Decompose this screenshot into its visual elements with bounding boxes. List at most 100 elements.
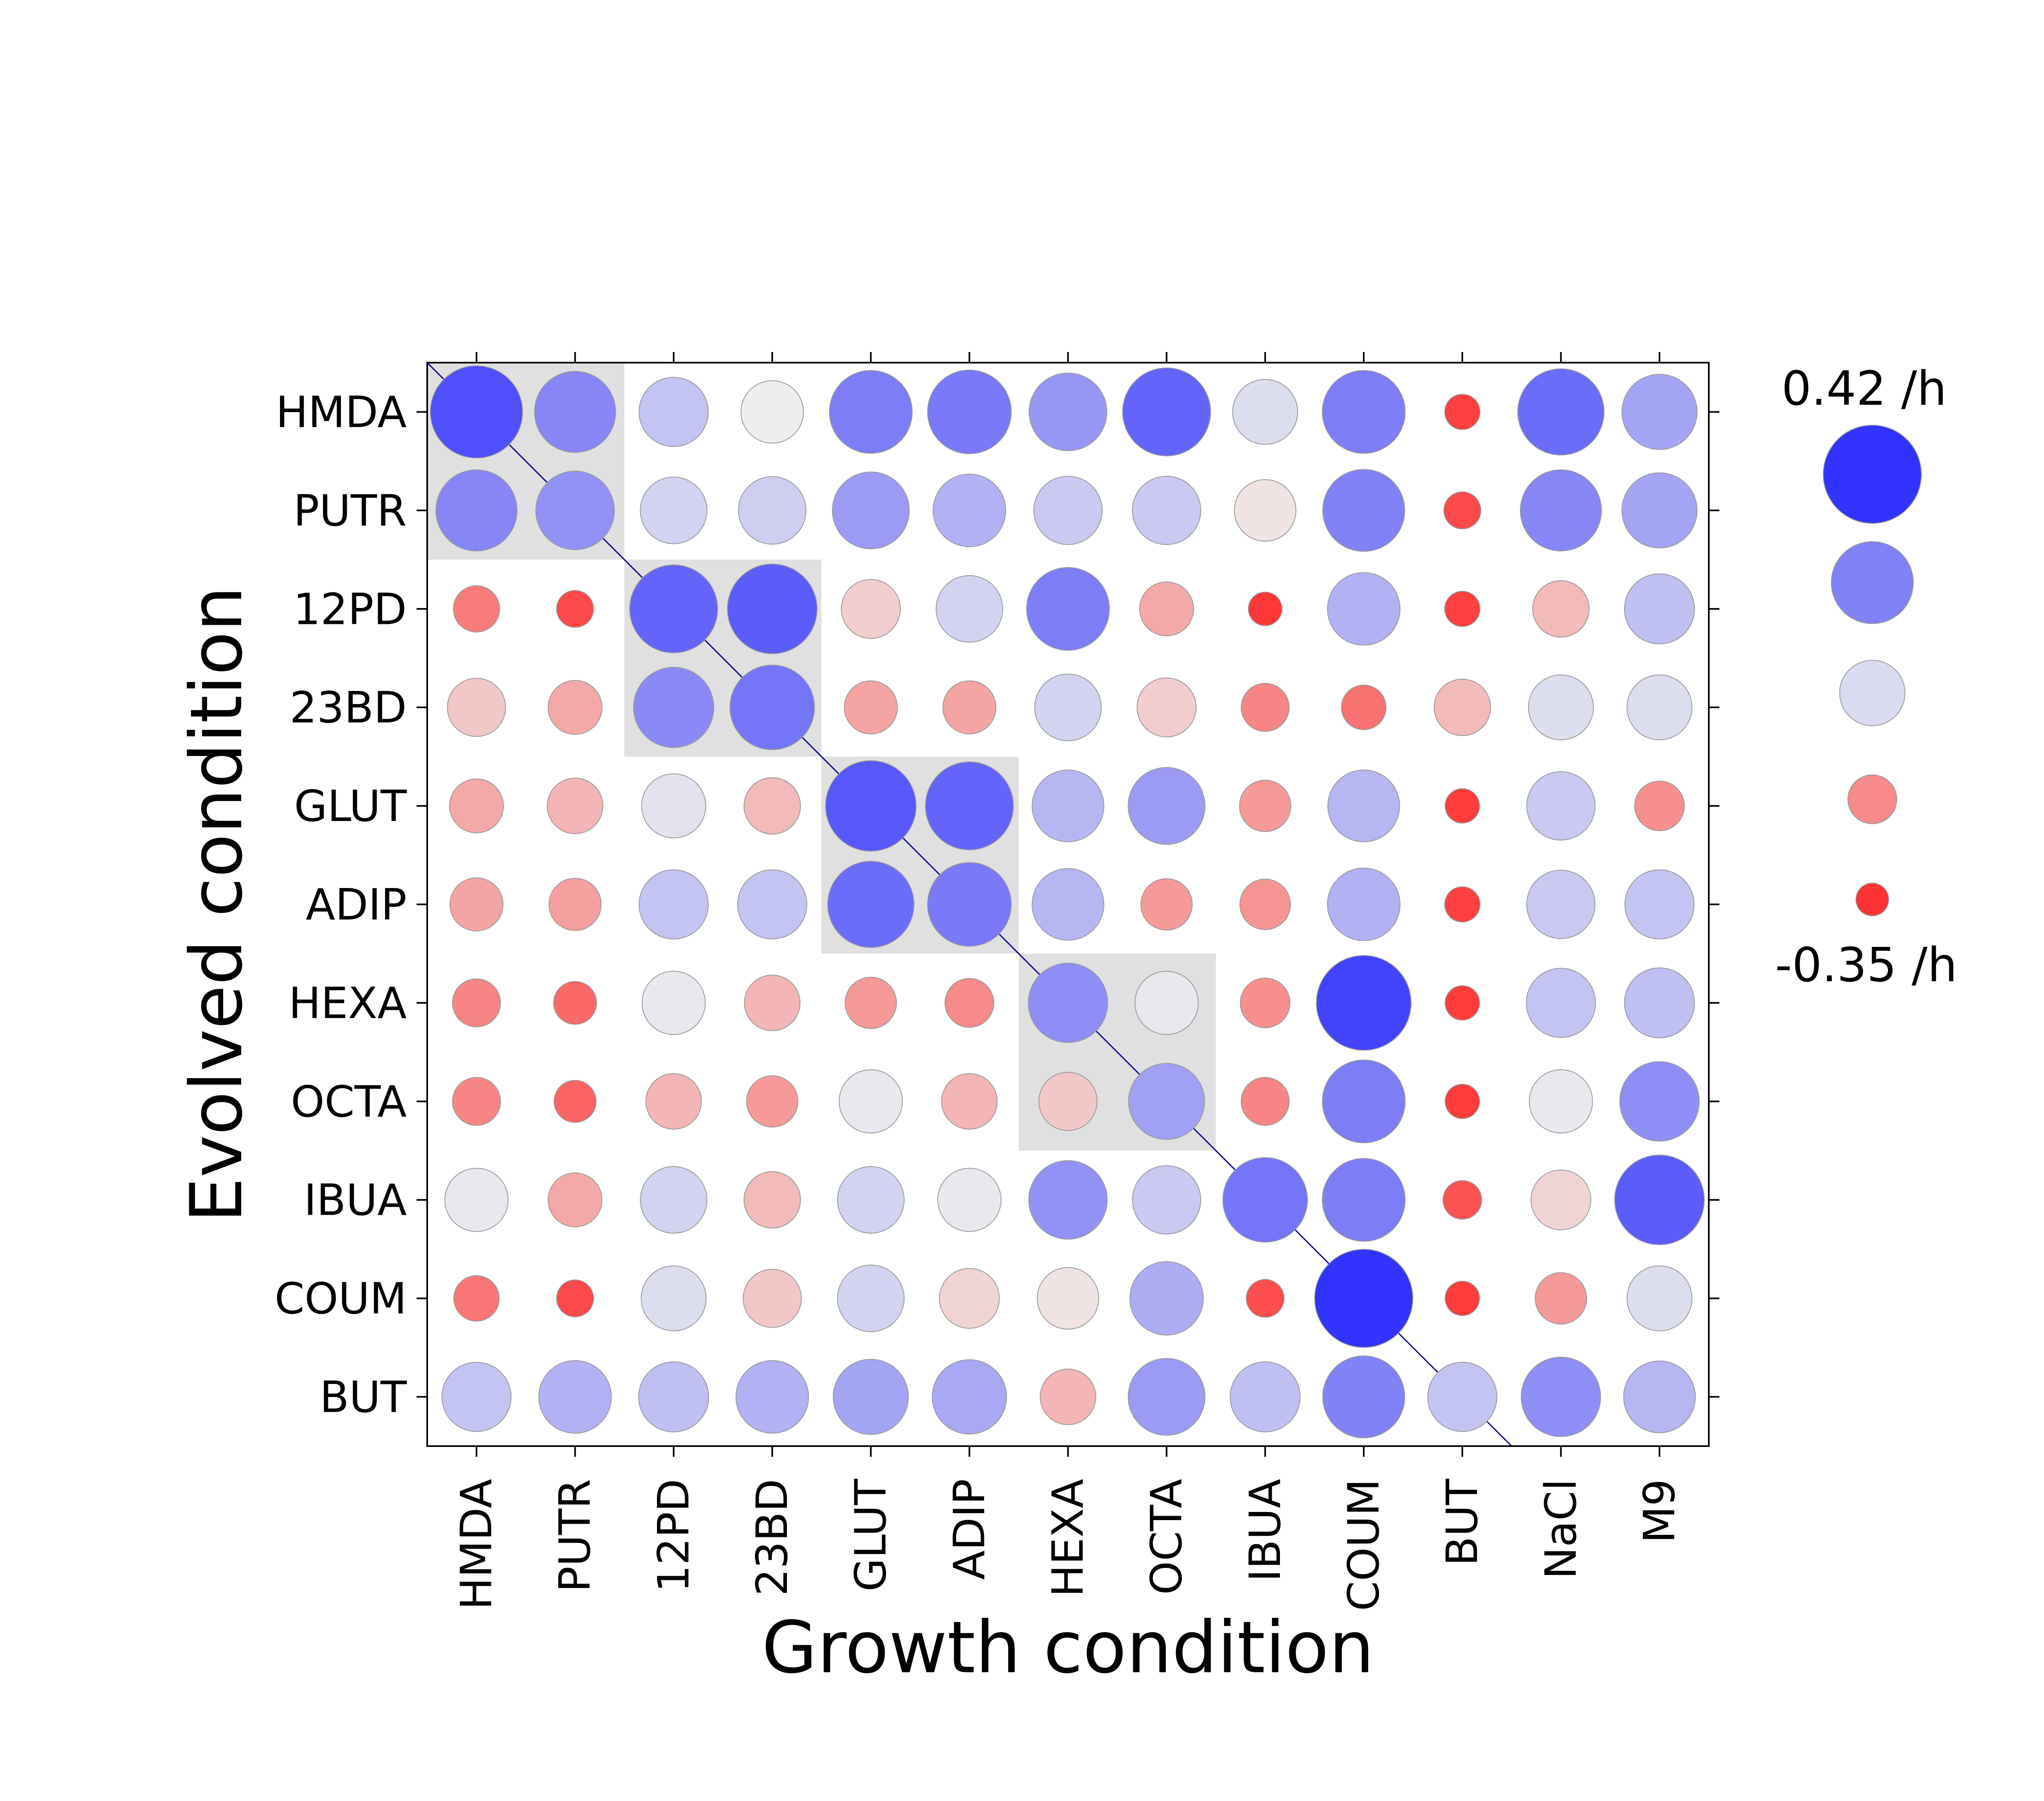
bubble-adip-octa (1140, 878, 1193, 931)
x-tick-label: 12PD (649, 1479, 699, 1592)
bubble-putr-nacl (1520, 469, 1602, 552)
bubble-adip-glut (827, 861, 914, 948)
bubble-23bd-23bd (729, 664, 815, 750)
bubble-octa-23bd (746, 1075, 798, 1128)
bubble-23bd-nacl (1528, 674, 1594, 740)
x-tick-label: M9 (1634, 1479, 1684, 1543)
x-tick-label: 23BD (747, 1479, 797, 1596)
bubble-but-octa (1127, 1358, 1206, 1436)
bubble-23bd-m9 (1626, 674, 1692, 740)
x-tick-label: PUTR (550, 1479, 600, 1592)
legend-bubble (1831, 541, 1914, 624)
bubble-but-hmda (441, 1361, 512, 1432)
bubble-hexa-12pd (641, 971, 706, 1035)
bubble-hmda-hmda (430, 365, 523, 459)
bubble-but-coum (1322, 1355, 1405, 1438)
bubble-ibua-coum (1322, 1158, 1406, 1242)
bubble-23bd-putr (547, 680, 603, 735)
bubble-putr-but (1443, 491, 1481, 529)
y-tick-label: 23BD (290, 683, 407, 733)
bubble-ibua-hexa (1028, 1160, 1108, 1240)
bubble-adip-but (1444, 886, 1481, 923)
x-tick-label: GLUT (846, 1478, 896, 1591)
bubble-coum-m9 (1626, 1265, 1692, 1332)
bubble-octa-glut (838, 1069, 903, 1134)
bubble-23bd-coum (1341, 684, 1387, 730)
bubble-glut-12pd (641, 773, 706, 839)
axis-layer: HMDA PUTR 12PD 23BD GLUT ADIP HEXA OCTA IBUA COUM… (275, 352, 1719, 1611)
bubble-ibua-nacl (1531, 1169, 1591, 1230)
bubble-putr-coum (1322, 469, 1405, 552)
bubble-adip-hmda (449, 877, 504, 931)
bubble-but-glut (833, 1359, 909, 1435)
bubble-putr-23bd (738, 476, 807, 545)
legend-max-label: 0.42 /h (1782, 361, 1947, 416)
bubble-coum-ibua (1246, 1279, 1285, 1318)
bubble-but-adip (932, 1359, 1007, 1435)
legend-bubble (1823, 425, 1922, 524)
bubble-coum-hexa (1037, 1267, 1099, 1330)
y-tick-label: 12PD (293, 584, 407, 634)
bubble-ibua-putr (547, 1172, 603, 1227)
bubble-putr-octa (1132, 475, 1201, 545)
bubble-adip-m9 (1624, 869, 1695, 940)
bubble-hexa-23bd (744, 974, 801, 1031)
bubble-adip-hexa (1031, 868, 1105, 941)
y-tick-label: IBUA (304, 1175, 407, 1225)
x-tick-label: ADIP (944, 1479, 994, 1580)
bubble-ibua-adip (937, 1168, 1002, 1232)
bubble-23bd-hexa (1034, 673, 1102, 741)
bubble-23bd-but (1434, 679, 1491, 736)
bubble-hexa-putr (553, 981, 597, 1025)
bubble-hmda-ibua (1232, 379, 1298, 445)
x-tick-label: HMDA (452, 1479, 502, 1610)
bubble-adip-coum (1327, 868, 1401, 941)
bubble-12pd-putr (556, 590, 594, 628)
y-tick-label: PUTR (294, 486, 407, 536)
bubble-coum-adip (939, 1268, 1000, 1329)
bubble-ibua-octa (1132, 1165, 1201, 1235)
bubble-adip-12pd (639, 869, 709, 940)
bubble-12pd-glut (840, 579, 901, 639)
legend-bubble (1856, 883, 1889, 916)
bubble-octa-adip (941, 1073, 998, 1130)
legend-bubble (1839, 660, 1905, 726)
bubble-octa-but (1445, 1083, 1480, 1119)
bubble-ibua-but (1442, 1180, 1482, 1220)
bubble-coum-hmda (453, 1275, 500, 1322)
bubble-putr-ibua (1234, 479, 1297, 542)
bubble-hmda-m9 (1621, 374, 1698, 450)
bubble-hexa-hmda (452, 978, 501, 1027)
bubble-but-ibua (1230, 1361, 1301, 1433)
bubble-adip-nacl (1526, 870, 1596, 939)
bubble-23bd-octa (1136, 677, 1197, 738)
bubble-hexa-octa (1134, 971, 1199, 1035)
bubble-coum-glut (837, 1265, 905, 1332)
bubble-hexa-adip (944, 978, 995, 1028)
bubble-12pd-m9 (1624, 573, 1695, 644)
bubble-putr-glut (832, 471, 910, 549)
bubble-glut-but (1445, 788, 1480, 824)
bubble-octa-12pd (645, 1073, 702, 1130)
y-tick-label: BUT (320, 1373, 407, 1422)
bubble-hexa-but (1445, 985, 1480, 1020)
bubble-glut-glut (825, 760, 917, 852)
bubble-glut-ibua (1239, 780, 1291, 832)
bubble-12pd-octa (1139, 581, 1194, 637)
x-tick-label: COUM (1339, 1479, 1389, 1611)
bubble-adip-23bd (737, 869, 807, 940)
bubble-adip-ibua (1239, 879, 1291, 930)
bubble-hmda-octa (1122, 367, 1211, 456)
bubble-but-m9 (1623, 1360, 1696, 1433)
bubble-hexa-ibua (1240, 978, 1291, 1028)
y-tick-label: ADIP (306, 880, 407, 930)
bubble-23bd-ibua (1241, 683, 1290, 732)
bubble-putr-12pd (640, 476, 708, 544)
bubble-octa-putr (554, 1080, 597, 1123)
bubble-hexa-m9 (1624, 967, 1695, 1038)
x-tick-label: BUT (1437, 1478, 1487, 1566)
bubble-layer (430, 365, 1705, 1438)
